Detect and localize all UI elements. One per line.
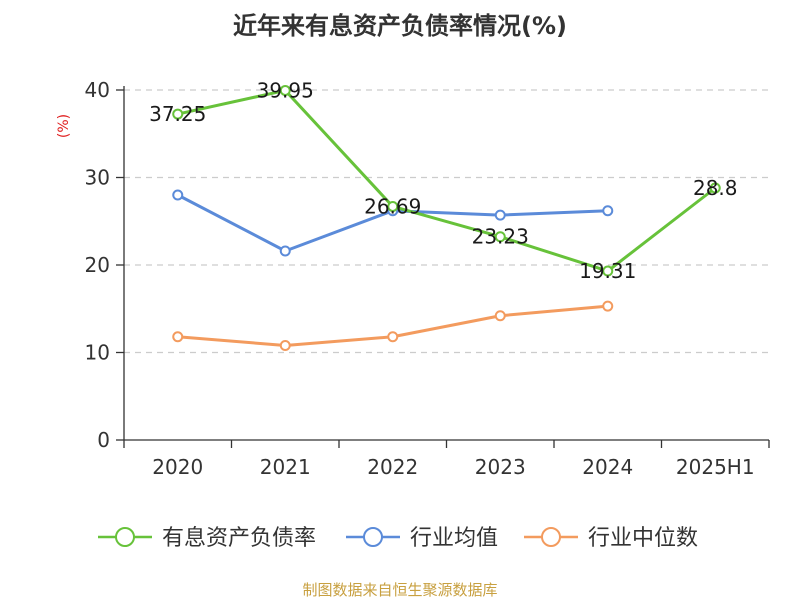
data-point (602, 300, 614, 312)
x-tick-label: 2022 (367, 455, 418, 479)
legend-marker (541, 527, 561, 547)
legend-marker (363, 527, 383, 547)
data-label: 28.8 (693, 176, 738, 200)
data-label: 37.25 (149, 102, 206, 126)
data-point (602, 265, 614, 277)
y-tick-label: 30 (85, 166, 110, 190)
data-labels: 37.25 39.95 26.69 23.23 19.31 28.8 (149, 78, 737, 283)
source-note: 制图数据来自恒生聚源数据库 (302, 581, 497, 599)
chart-title: 近年来有息资产负债率情况(%) (233, 12, 567, 40)
data-point (387, 200, 399, 212)
data-point (279, 84, 291, 96)
legend-label[interactable]: 有息资产负债率 (162, 526, 316, 551)
legend-label[interactable]: 行业均值 (410, 526, 498, 551)
x-tick-label: 2024 (582, 455, 633, 479)
data-label: 26.69 (364, 194, 421, 218)
y-tick-label: 20 (85, 253, 110, 277)
y-ticks: 0 10 20 30 40 (85, 78, 110, 452)
data-point (494, 231, 506, 243)
y-tick-label: 10 (85, 341, 110, 365)
axes (116, 86, 770, 448)
x-tick-label: 2023 (475, 455, 526, 479)
data-point (494, 209, 506, 221)
legend: 有息资产负债率 行业均值 行业中位数 (98, 526, 698, 551)
y-tick-label: 40 (85, 78, 110, 102)
x-tick-label: 2025H1 (676, 455, 755, 479)
series-line-0 (177, 88, 717, 273)
data-label: 19.31 (579, 259, 636, 283)
data-point (494, 310, 506, 322)
data-point (172, 108, 184, 120)
legend-marker (115, 527, 135, 547)
data-point (602, 205, 614, 217)
y-tick-label: 0 (97, 428, 110, 452)
gridlines (124, 89, 769, 354)
data-point (279, 340, 291, 351)
data-point (172, 331, 184, 343)
data-point (387, 331, 399, 343)
data-label: 39.95 (257, 78, 314, 102)
legend-label[interactable]: 行业中位数 (588, 526, 698, 551)
series-layer (172, 84, 721, 351)
x-tick-label: 2020 (152, 455, 203, 479)
y-axis-label: (%) (56, 114, 72, 138)
x-tick-label: 2021 (260, 455, 311, 479)
data-point (279, 245, 291, 257)
data-label: 23.23 (472, 225, 529, 249)
data-point (709, 182, 721, 194)
x-ticks: 2020 2021 2022 2023 2024 2025H1 (152, 455, 754, 479)
data-point (172, 189, 184, 201)
